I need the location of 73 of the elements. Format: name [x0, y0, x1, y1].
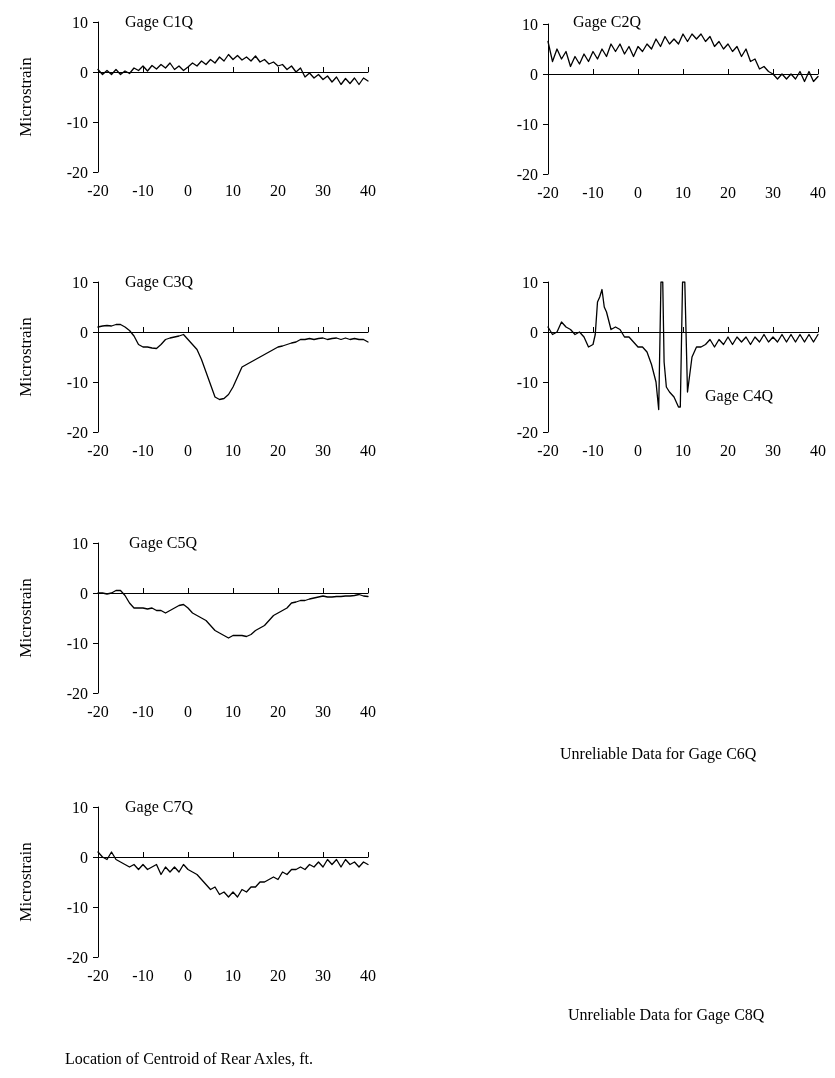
x-tick-label: -10 — [132, 181, 154, 199]
y-tick-label: 10 — [72, 798, 88, 816]
y-tick-label: -20 — [66, 684, 88, 702]
x-tick-label: -10 — [132, 702, 154, 720]
y-tick-label: 0 — [80, 848, 88, 866]
x-tick-label: 20 — [270, 702, 286, 720]
chart-title: Gage C7Q — [125, 797, 194, 816]
y-tick-label: 0 — [530, 323, 538, 341]
y-tick-label: -10 — [66, 113, 88, 131]
x-tick-label: -10 — [132, 441, 154, 459]
x-tick-label: 10 — [675, 441, 691, 459]
x-tick-label: 30 — [315, 966, 331, 984]
y-tick-label: -10 — [66, 898, 88, 916]
chart-title: Gage C5Q — [129, 533, 198, 552]
y-axis-title: Microstrain — [16, 316, 35, 397]
x-tick-label: 30 — [765, 441, 781, 459]
x-tick-label: 40 — [360, 441, 376, 459]
x-tick-label: 0 — [634, 441, 642, 459]
y-tick-label: 0 — [530, 65, 538, 83]
chart-title: Gage C3Q — [125, 272, 194, 291]
x-tick-label: 10 — [675, 183, 691, 201]
x-tick-label: 40 — [360, 966, 376, 984]
x-tick-label: 0 — [184, 702, 192, 720]
y-tick-label: -20 — [66, 163, 88, 181]
x-tick-label: 10 — [225, 181, 241, 199]
y-tick-label: 10 — [72, 273, 88, 291]
x-tick-label: -10 — [132, 966, 154, 984]
text: Unreliable Data for Gage C6Q — [560, 745, 758, 765]
y-tick-label: -10 — [516, 373, 538, 391]
y-tick-label: 0 — [80, 63, 88, 81]
y-tick-label: 10 — [72, 534, 88, 552]
y-axis-title: Microstrain — [16, 56, 35, 137]
y-tick-label: -10 — [66, 373, 88, 391]
x-tick-label: 30 — [315, 702, 331, 720]
y-tick-label: -10 — [66, 634, 88, 652]
y-tick-label: 0 — [80, 323, 88, 341]
x-tick-label: 0 — [634, 183, 642, 201]
chart-title: Gage C2Q — [573, 12, 642, 31]
x-tick-label: 40 — [810, 441, 826, 459]
y-tick-label: 10 — [522, 273, 538, 291]
x-tick-label: 40 — [360, 181, 376, 199]
y-tick-label: -20 — [516, 165, 538, 183]
text: Gage C4Q — [705, 386, 774, 405]
x-tick-label: 30 — [765, 183, 781, 201]
text: Unreliable Data for Gage C8Q — [568, 1006, 766, 1026]
x-tick-label: 10 — [225, 441, 241, 459]
x-tick-label: 20 — [720, 441, 736, 459]
x-tick-label: -10 — [582, 441, 604, 459]
chart-title: Gage C1Q — [125, 12, 194, 31]
x-tick-label: -10 — [582, 183, 604, 201]
x-axis-title: Location of Centroid of Rear Axles, ft. — [65, 1049, 313, 1067]
x-tick-label: 30 — [315, 441, 331, 459]
y-tick-label: 0 — [80, 584, 88, 602]
x-tick-label: 0 — [184, 181, 192, 199]
x-tick-label: 0 — [184, 441, 192, 459]
x-tick-label: 10 — [225, 966, 241, 984]
y-tick-label: 10 — [72, 13, 88, 31]
y-tick-label: -20 — [516, 423, 538, 441]
x-tick-label: 30 — [315, 181, 331, 199]
y-tick-label: -20 — [66, 948, 88, 966]
x-tick-label: 40 — [360, 702, 376, 720]
x-tick-label: 20 — [270, 181, 286, 199]
x-tick-label: 20 — [270, 966, 286, 984]
x-tick-label: 10 — [225, 702, 241, 720]
y-axis-title: Microstrain — [16, 841, 35, 922]
x-tick-label: 20 — [270, 441, 286, 459]
x-tick-label: 0 — [184, 966, 192, 984]
x-tick-label: 20 — [720, 183, 736, 201]
y-tick-label: -20 — [66, 423, 88, 441]
x-tick-label: 40 — [810, 183, 826, 201]
y-axis-title: Microstrain — [16, 577, 35, 658]
y-tick-label: -10 — [516, 115, 538, 133]
y-tick-label: 10 — [522, 15, 538, 33]
